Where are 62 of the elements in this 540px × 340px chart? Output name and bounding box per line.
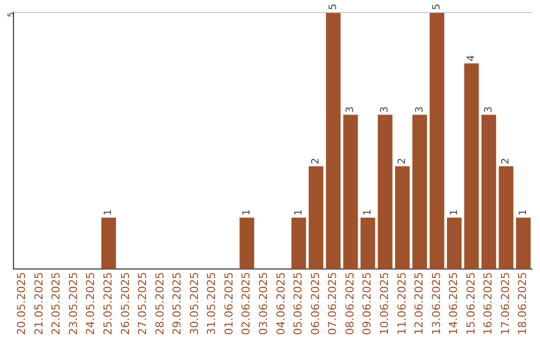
data-label: 3 xyxy=(380,106,391,113)
data-label: 2 xyxy=(310,158,322,164)
x-tick-label: 26.05.2025 xyxy=(118,272,132,336)
data-label: 1 xyxy=(362,209,374,216)
data-label: 5 xyxy=(328,4,339,10)
bar xyxy=(412,114,427,270)
x-tick-label: 20.05.2025 xyxy=(15,272,28,336)
x-tick-label: 12.06.2025 xyxy=(412,272,426,336)
x-tick-label: 01.06.2025 xyxy=(222,272,236,336)
bar xyxy=(360,218,376,270)
data-label: 4 xyxy=(466,55,478,62)
x-tick-label: 11.06.2025 xyxy=(395,272,408,336)
x-tick-label: 21.05.2025 xyxy=(32,272,46,336)
x-tick-label: 03.06.2025 xyxy=(257,272,270,336)
x-tick-label: 28.05.2025 xyxy=(153,272,166,336)
x-tick-label: 18.06.2025 xyxy=(516,272,530,336)
bar xyxy=(481,114,496,270)
data-label: 3 xyxy=(345,106,356,113)
bar xyxy=(240,218,254,270)
bar xyxy=(395,166,410,270)
bar xyxy=(308,166,324,270)
x-tick-label: 07.06.2025 xyxy=(326,272,340,336)
bar xyxy=(343,114,358,270)
data-label: 1 xyxy=(241,209,252,216)
x-tick-label: 25.05.2025 xyxy=(102,272,114,336)
data-label: 2 xyxy=(396,158,408,164)
x-tick-label: 14.06.2025 xyxy=(447,272,460,336)
data-label: 3 xyxy=(483,106,494,113)
bar xyxy=(101,218,116,270)
bar xyxy=(446,218,462,270)
bar xyxy=(291,218,306,270)
x-tick-label: 15.06.2025 xyxy=(464,272,478,336)
x-tick-label: 22.05.2025 xyxy=(50,272,63,336)
x-tick-label: 29.05.2025 xyxy=(170,272,184,336)
x-tick-label: 27.05.2025 xyxy=(136,272,150,336)
x-tick-label: 08.06.2025 xyxy=(343,272,356,336)
bar xyxy=(430,12,444,270)
bar xyxy=(464,63,479,270)
data-label: 3 xyxy=(414,106,426,113)
bar xyxy=(378,114,392,270)
x-tick-label: 31.05.2025 xyxy=(205,272,218,336)
x-tick-label: 05.06.2025 xyxy=(292,272,305,336)
x-tick-label: 16.06.2025 xyxy=(482,272,495,336)
x-tick-label: 17.06.2025 xyxy=(498,272,512,336)
bar xyxy=(498,166,514,270)
x-tick-label: 13.06.2025 xyxy=(430,272,443,336)
data-label: 1 xyxy=(103,209,114,216)
x-tick-label: 30.05.2025 xyxy=(188,272,201,336)
x-tick-label: 06.06.2025 xyxy=(308,272,322,336)
data-label: 5 xyxy=(432,4,443,10)
x-tick-label: 04.06.2025 xyxy=(274,272,288,336)
x-tick-label: 09.06.2025 xyxy=(360,272,374,336)
bar xyxy=(516,218,531,270)
bar xyxy=(326,12,341,270)
x-tick-label: 02.06.2025 xyxy=(240,272,253,336)
x-tick-label: 23.05.2025 xyxy=(66,272,80,336)
data-label: 1 xyxy=(518,209,529,216)
x-tick-label: 10.06.2025 xyxy=(378,272,391,336)
data-label: 1 xyxy=(293,209,304,216)
data-label: 1 xyxy=(448,209,460,216)
data-label: 2 xyxy=(500,158,512,164)
x-tick-label: 24.05.2025 xyxy=(84,272,98,336)
